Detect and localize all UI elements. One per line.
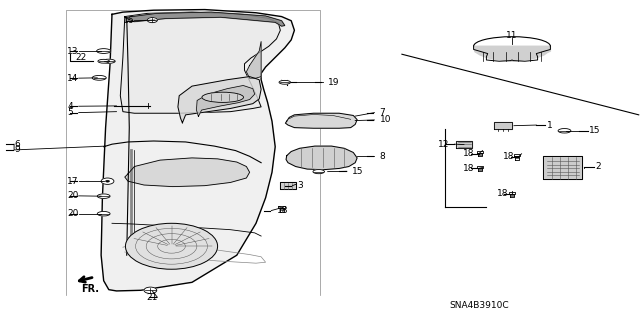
Text: 4: 4 <box>67 102 73 111</box>
Text: 9: 9 <box>14 145 20 154</box>
Text: SNA4B3910C: SNA4B3910C <box>449 301 509 310</box>
Ellipse shape <box>92 75 106 80</box>
Text: 6: 6 <box>14 140 20 149</box>
Polygon shape <box>178 77 261 123</box>
Text: 3: 3 <box>298 181 303 190</box>
Ellipse shape <box>97 194 110 198</box>
Text: 19: 19 <box>328 78 339 87</box>
Text: 18: 18 <box>276 206 288 215</box>
Polygon shape <box>543 156 582 179</box>
Text: 18: 18 <box>497 189 508 198</box>
Ellipse shape <box>97 211 110 216</box>
Polygon shape <box>285 113 357 128</box>
Text: 22: 22 <box>76 53 87 62</box>
Text: 10: 10 <box>380 115 391 124</box>
Polygon shape <box>474 46 550 61</box>
Text: 7: 7 <box>380 108 385 117</box>
Text: 5: 5 <box>67 108 73 117</box>
Circle shape <box>144 287 157 293</box>
Circle shape <box>125 223 218 269</box>
Text: 15: 15 <box>589 126 600 135</box>
Ellipse shape <box>279 80 291 84</box>
Text: 13: 13 <box>67 47 79 56</box>
Text: 20: 20 <box>67 191 79 200</box>
Text: 18: 18 <box>463 164 475 173</box>
Polygon shape <box>456 141 472 148</box>
Text: 12: 12 <box>438 140 449 149</box>
Text: 18: 18 <box>463 149 475 158</box>
Text: 21: 21 <box>146 293 157 302</box>
Text: 18: 18 <box>503 152 515 161</box>
Polygon shape <box>101 10 294 291</box>
Polygon shape <box>120 12 280 113</box>
Circle shape <box>147 18 157 23</box>
Polygon shape <box>125 12 285 26</box>
Ellipse shape <box>97 49 111 54</box>
Ellipse shape <box>313 170 324 174</box>
Text: 16: 16 <box>123 16 134 25</box>
Circle shape <box>106 180 109 182</box>
Text: 20: 20 <box>67 209 79 218</box>
Polygon shape <box>196 85 255 116</box>
Polygon shape <box>494 122 512 129</box>
Text: 15: 15 <box>352 167 364 176</box>
Polygon shape <box>286 146 357 170</box>
Ellipse shape <box>202 92 243 102</box>
Polygon shape <box>280 182 296 189</box>
Circle shape <box>101 178 114 184</box>
Ellipse shape <box>98 59 109 63</box>
Text: 8: 8 <box>380 152 385 161</box>
Ellipse shape <box>102 59 115 63</box>
Text: 17: 17 <box>67 177 79 186</box>
Polygon shape <box>125 158 250 187</box>
Text: 14: 14 <box>67 74 79 83</box>
Polygon shape <box>246 41 261 78</box>
Text: 11: 11 <box>506 31 517 40</box>
Text: FR.: FR. <box>81 284 99 294</box>
Text: 2: 2 <box>595 162 601 171</box>
Text: 1: 1 <box>547 121 552 130</box>
Ellipse shape <box>558 129 571 133</box>
